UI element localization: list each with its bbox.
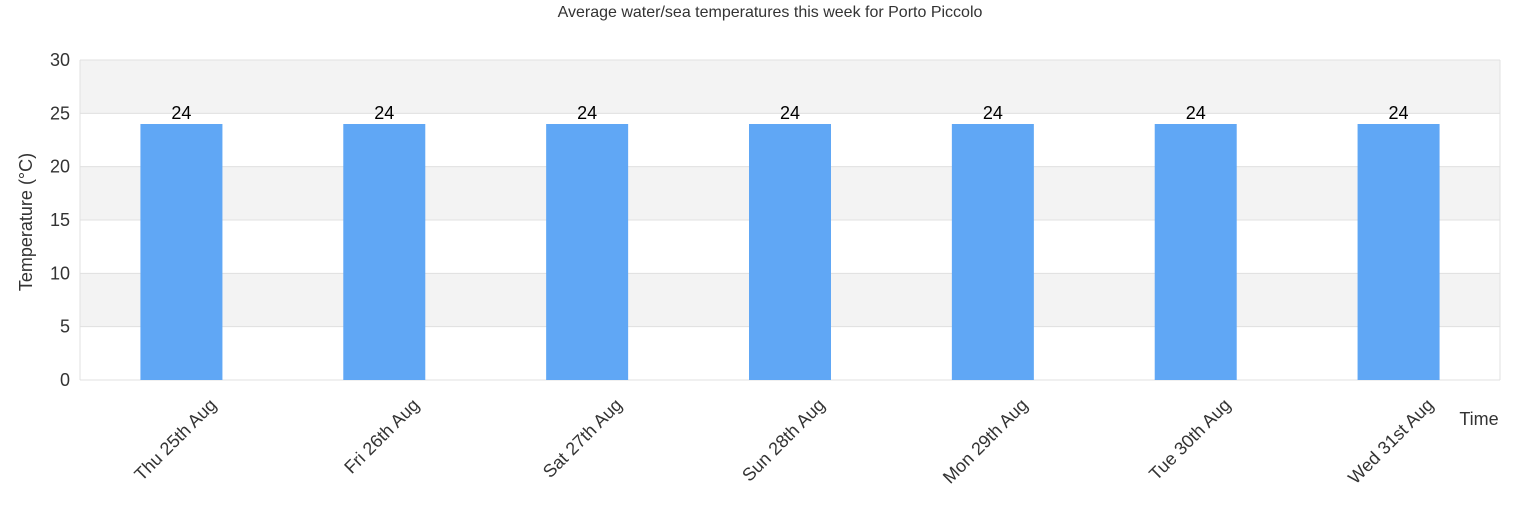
- y-axis-label: Temperature (°C): [16, 153, 36, 291]
- x-tick-label: Fri 26th Aug: [340, 395, 423, 478]
- x-axis-label: Time: [1459, 409, 1498, 429]
- data-label: 24: [171, 103, 191, 123]
- chart-title: Average water/sea temperatures this week…: [558, 4, 983, 21]
- x-tick-label: Mon 29th Aug: [939, 395, 1032, 488]
- y-tick-label: 20: [50, 157, 70, 177]
- bar[interactable]: [749, 124, 831, 380]
- plot-band: [80, 60, 1500, 114]
- y-tick-label: 25: [50, 103, 70, 123]
- data-label: 24: [1186, 103, 1206, 123]
- x-tick-label: Thu 25th Aug: [130, 395, 220, 485]
- y-tick-label: 30: [50, 50, 70, 70]
- data-label: 24: [577, 103, 597, 123]
- bar[interactable]: [343, 124, 426, 380]
- y-tick-label: 10: [50, 263, 70, 283]
- bar[interactable]: [546, 124, 629, 380]
- data-label: 24: [983, 103, 1003, 123]
- data-label: 24: [1389, 103, 1409, 123]
- y-tick-label: 5: [60, 317, 70, 337]
- x-tick-label: Sat 27th Aug: [539, 395, 626, 482]
- x-axis-ticks: Thu 25th Aug Fri 26th Aug Sat 27th Aug Sun …: [130, 395, 1437, 488]
- y-axis-ticks: 0 5 10 15 20 25 30: [50, 50, 70, 390]
- data-label: 24: [780, 103, 800, 123]
- x-tick-label: Wed 31st Aug: [1344, 395, 1437, 488]
- data-labels: 24 24 24 24 24 24 24: [171, 103, 1408, 123]
- y-tick-label: 0: [60, 370, 70, 390]
- y-tick-label: 15: [50, 210, 70, 230]
- data-label: 24: [374, 103, 394, 123]
- bar[interactable]: [1357, 124, 1440, 380]
- x-tick-label: Sun 28th Aug: [738, 395, 829, 486]
- bar[interactable]: [140, 124, 223, 380]
- x-tick-label: Tue 30th Aug: [1145, 395, 1234, 484]
- bars: [140, 124, 1440, 380]
- bar[interactable]: [1154, 124, 1237, 380]
- bar[interactable]: [951, 124, 1034, 380]
